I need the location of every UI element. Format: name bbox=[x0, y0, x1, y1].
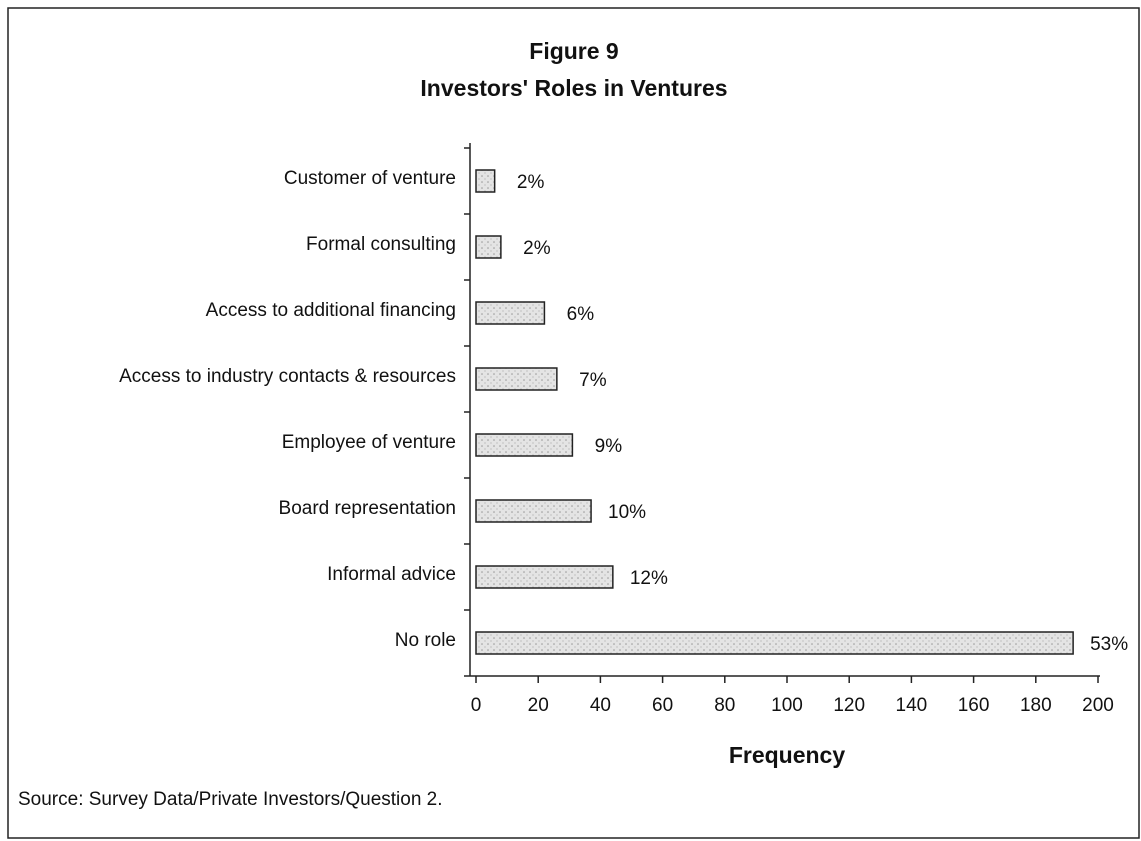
x-tick-label: 40 bbox=[590, 695, 611, 716]
source: Source: Survey Data/Private Investors/Qu… bbox=[18, 789, 443, 810]
y-tick-label: Informal advice bbox=[327, 564, 456, 585]
bar bbox=[475, 433, 574, 457]
x-axis-label: Frequency bbox=[729, 742, 846, 768]
x-tick-label: 20 bbox=[528, 695, 549, 716]
bar bbox=[475, 631, 1074, 655]
x-tick-label: 180 bbox=[1020, 695, 1052, 716]
y-tick-label: Board representation bbox=[279, 498, 456, 519]
bar bbox=[475, 499, 592, 523]
frame bbox=[7, 7, 1140, 839]
data-label: 12% bbox=[630, 568, 668, 589]
y-tick-label: No role bbox=[395, 630, 456, 651]
y-tick-label: Formal consulting bbox=[306, 234, 456, 255]
bar bbox=[475, 367, 558, 391]
x-tick-label: 0 bbox=[471, 695, 482, 716]
x-tick-label: 60 bbox=[652, 695, 673, 716]
data-label: 2% bbox=[517, 172, 545, 193]
x-tick-label: 140 bbox=[896, 695, 928, 716]
bar bbox=[475, 169, 496, 193]
data-label: 9% bbox=[595, 436, 623, 457]
chart-title: Figure 9 bbox=[529, 38, 618, 64]
y-tick-label: Access to additional financing bbox=[206, 300, 456, 321]
bar bbox=[475, 565, 614, 589]
chart-subtitle: Investors' Roles in Ventures bbox=[420, 75, 727, 101]
x-tick-label: 200 bbox=[1082, 695, 1114, 716]
bar bbox=[475, 235, 502, 259]
y-tick-label: Employee of venture bbox=[282, 432, 456, 453]
data-label: 7% bbox=[579, 370, 607, 391]
y-tick-label: Access to industry contacts & resources bbox=[119, 366, 456, 387]
x-tick-label: 100 bbox=[771, 695, 803, 716]
data-label: 6% bbox=[567, 304, 595, 325]
bar bbox=[475, 301, 546, 325]
data-label: 2% bbox=[523, 238, 551, 259]
y-tick-label: Customer of venture bbox=[284, 168, 456, 189]
x-tick-label: 80 bbox=[714, 695, 735, 716]
data-label: 53% bbox=[1090, 634, 1128, 655]
x-tick-label: 120 bbox=[833, 695, 865, 716]
x-tick-label: 160 bbox=[958, 695, 990, 716]
data-label: 10% bbox=[608, 502, 646, 523]
